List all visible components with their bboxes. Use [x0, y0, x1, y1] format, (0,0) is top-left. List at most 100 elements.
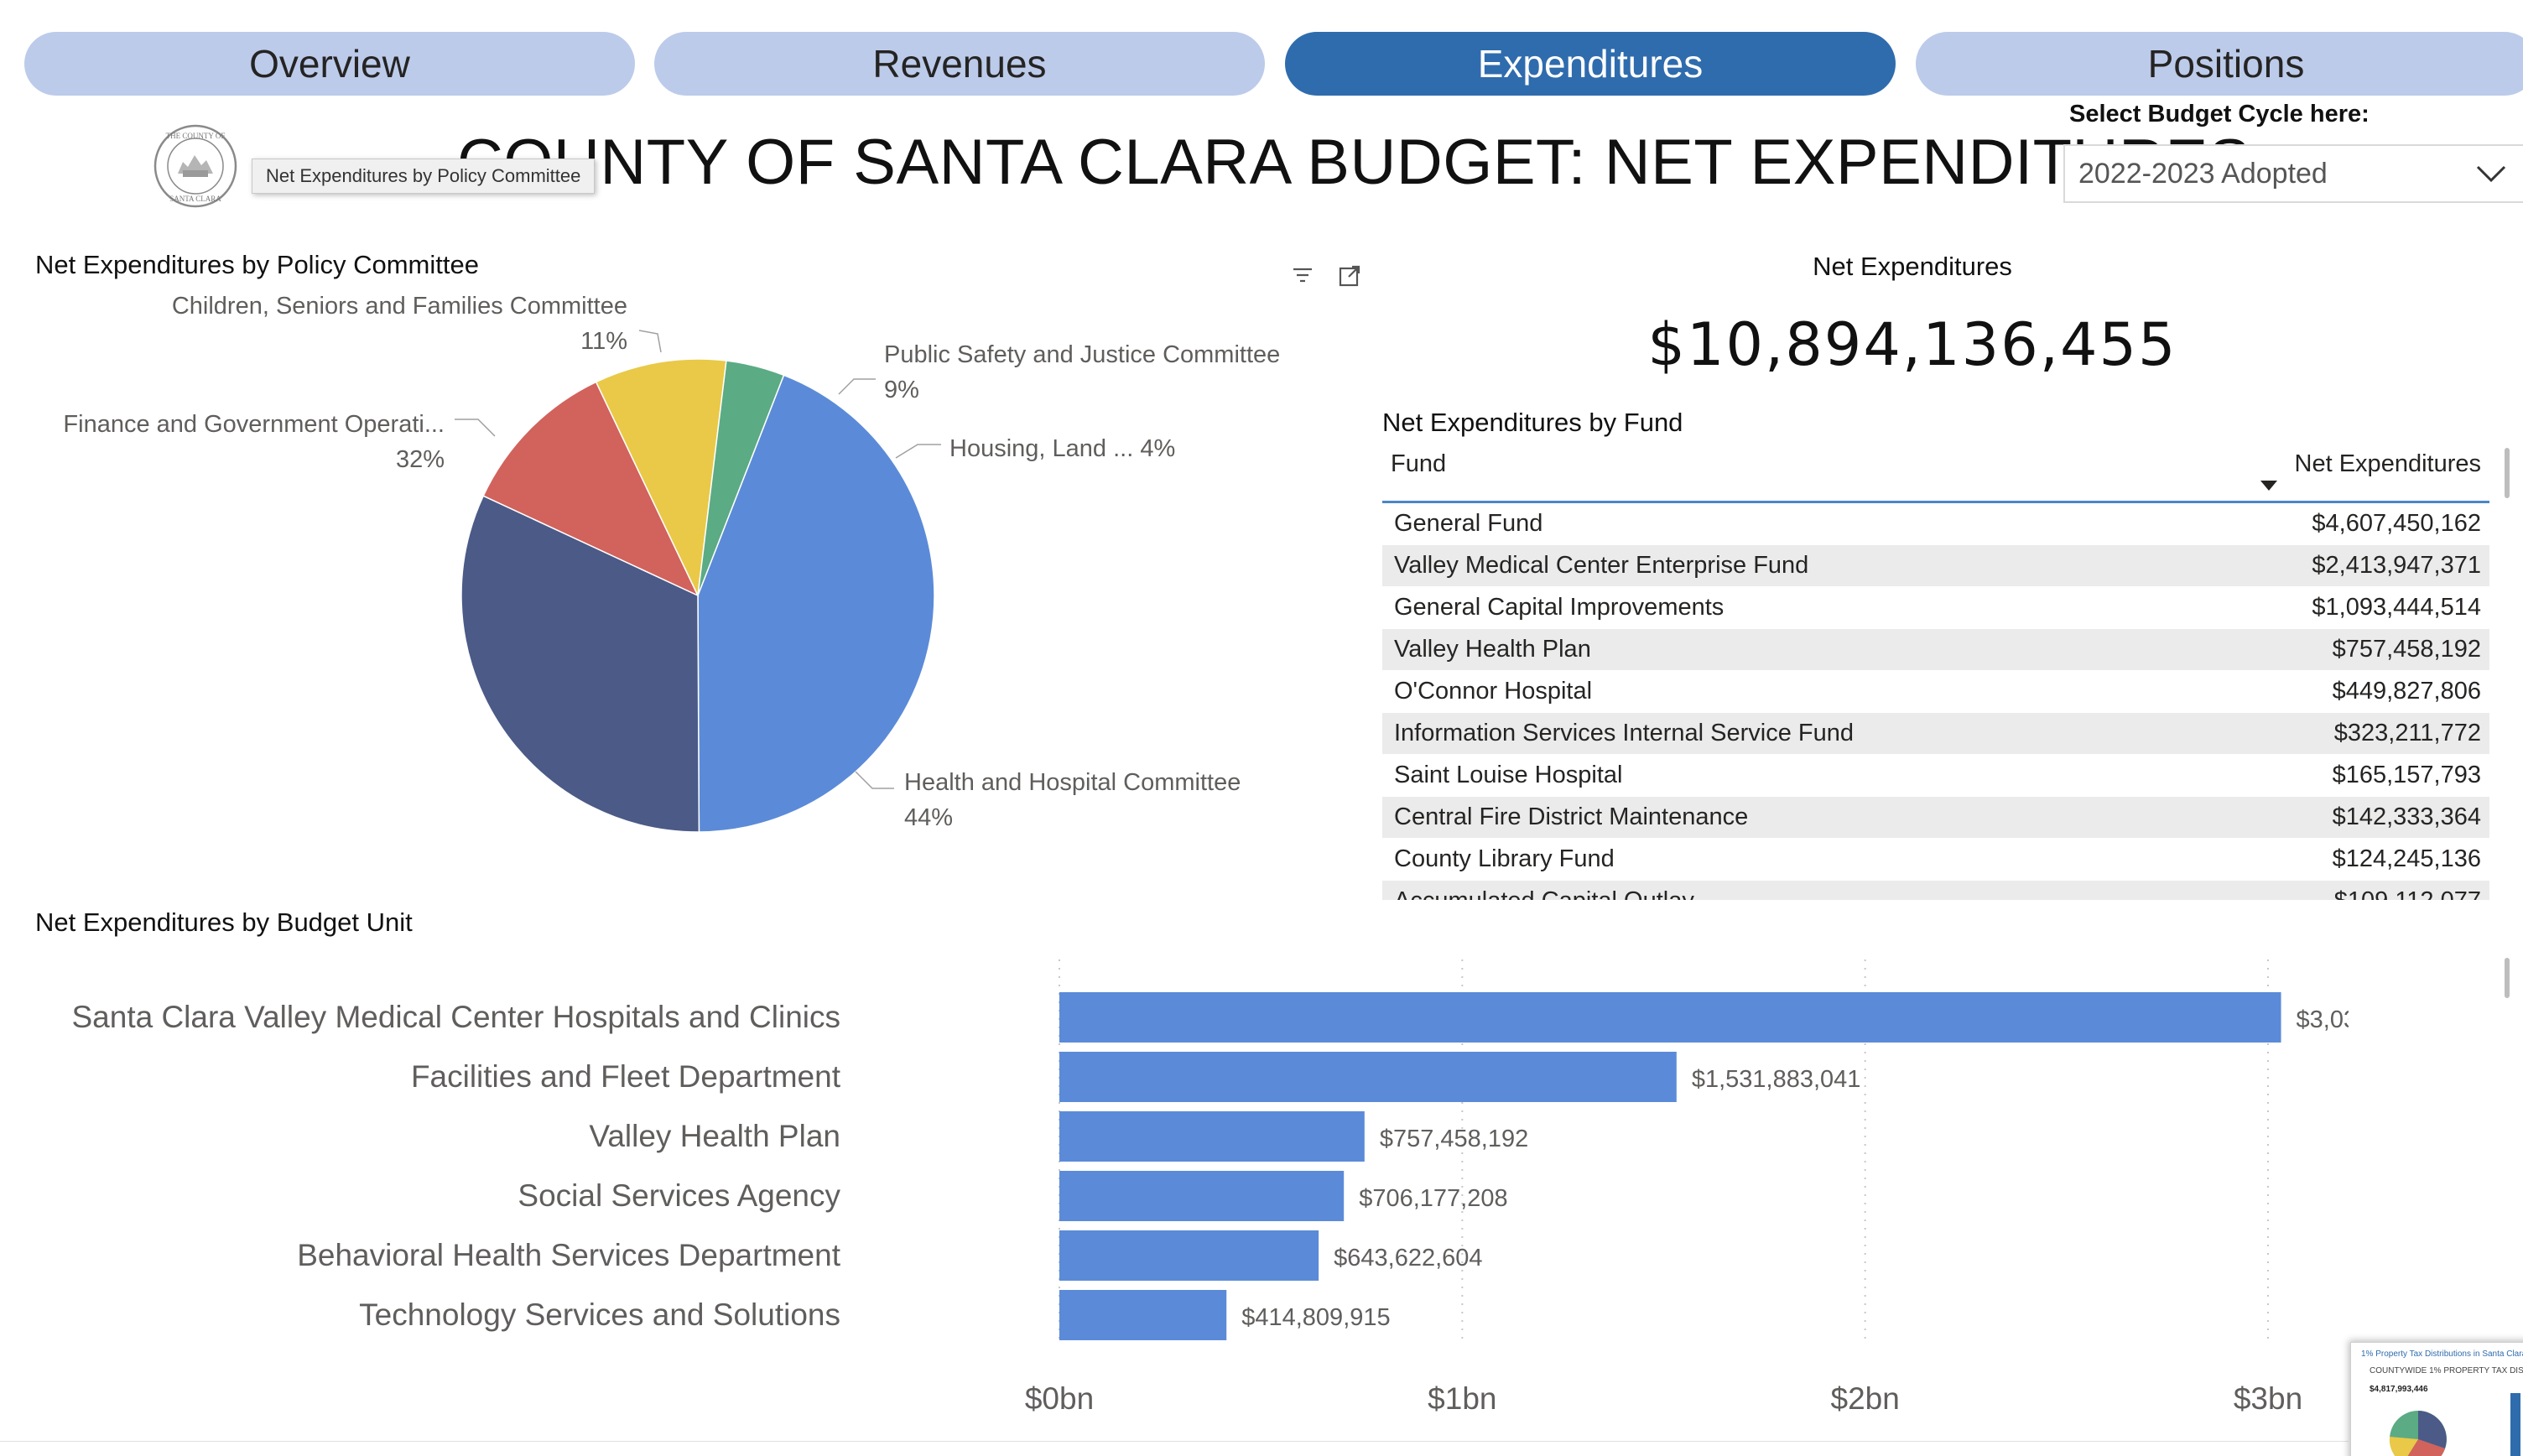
fund-name-cell: General Capital Improvements — [1394, 594, 1724, 621]
column-header-net-expenditures[interactable]: Net Expenditures — [2294, 450, 2481, 477]
budget-cycle-value: 2022-2023 Adopted — [2078, 157, 2328, 190]
tab-positions[interactable]: Positions — [1916, 32, 2523, 96]
table-row[interactable]: County Library Fund $124,245,136 — [1382, 839, 2489, 881]
y-category-label: Behavioral Health Services Department — [297, 1238, 841, 1272]
pie-label-name: Health and Hospital Committee — [904, 769, 1241, 796]
pie-slice[interactable] — [482, 381, 700, 597]
fund-value-cell: $1,093,444,514 — [2312, 594, 2481, 621]
table-row[interactable]: General Capital Improvements $1,093,444,5… — [1382, 587, 2489, 629]
page-divider — [0, 1441, 2349, 1442]
fund-value-cell: $4,607,450,162 — [2312, 510, 2481, 537]
pie-label-percent: 4% — [1140, 435, 1175, 462]
fund-value-cell: $323,211,772 — [2333, 720, 2481, 746]
table-row[interactable]: Saint Louise Hospital $165,157,793 — [1382, 755, 2489, 797]
pie-leader-line — [638, 330, 662, 353]
fund-table-scrollbar[interactable] — [2505, 448, 2510, 498]
y-category-label: Technology Services and Solutions — [359, 1297, 840, 1332]
pie-slice[interactable] — [697, 360, 785, 596]
budget-cycle-dropdown[interactable]: 2022-2023 Adopted — [2063, 144, 2523, 203]
pie-slice[interactable] — [697, 374, 935, 833]
fund-value-cell: $165,157,793 — [2332, 762, 2481, 788]
policy-pie-chart: Health and Hospital Committee 44% Finance … — [63, 293, 1280, 833]
x-tick-label: $2bn — [1831, 1381, 1900, 1416]
table-row[interactable]: Information Services Internal Service Fu… — [1382, 713, 2489, 755]
net-expenditures-card-value: $10,894,136,455 — [1647, 310, 2177, 379]
thumbnail-chart — [2389, 1393, 2520, 1456]
page-thumbnail[interactable]: 1% Property Tax Distributions in Santa C… — [2350, 1342, 2523, 1456]
bar-value-label: $414,809,915 — [1241, 1304, 1390, 1331]
fund-value-cell: $2,413,947,371 — [2312, 552, 2481, 579]
fund-value-cell: $109,112,077 — [2334, 887, 2481, 900]
policy-chart-title: Net Expenditures by Policy Committee — [35, 250, 479, 279]
svg-text:SANTA CLARA: SANTA CLARA — [169, 195, 221, 203]
pie-slice[interactable] — [595, 358, 727, 598]
fund-table-body: General Fund $4,607,450,162 Valley Medical… — [1382, 503, 2489, 900]
focus-mode-icon[interactable] — [1337, 263, 1362, 289]
svg-text:THE COUNTY OF: THE COUNTY OF — [166, 132, 226, 140]
bar[interactable] — [1059, 1290, 1227, 1340]
filter-icon[interactable] — [1290, 263, 1315, 289]
thumbnail-subtitle: COUNTYWIDE 1% PROPERTY TAX DISTRIBUTION — [2370, 1366, 2523, 1375]
y-category-label: Social Services Agency — [518, 1178, 840, 1213]
pie-label-name: Public Safety and Justice Committee — [884, 341, 1280, 368]
pie-label-percent: 9% — [884, 377, 919, 403]
net-expenditures-card-title: Net Expenditures — [1813, 252, 2012, 281]
bar-value-label: $3,032,369,589 — [2297, 1006, 2349, 1033]
fund-value-cell: $124,245,136 — [2332, 845, 2481, 872]
bar[interactable] — [1059, 992, 2281, 1043]
pie-leader-line — [455, 419, 496, 437]
chevron-down-icon — [2476, 165, 2506, 183]
fund-name-cell: O'Connor Hospital — [1394, 678, 1593, 705]
fund-value-cell: $757,458,192 — [2332, 636, 2481, 663]
y-category-label: Valley Health Plan — [589, 1119, 840, 1153]
fund-table-header: Fund Net Expenditures — [1382, 440, 2489, 503]
pie-label-name: Finance and Government Operati... — [63, 411, 445, 438]
fund-name-cell: Valley Medical Center Enterprise Fund — [1394, 552, 1809, 579]
fund-name-cell: Saint Louise Hospital — [1394, 762, 1623, 788]
table-row[interactable]: Valley Health Plan $757,458,192 — [1382, 629, 2489, 671]
fund-name-cell: Information Services Internal Service Fu… — [1394, 720, 1855, 746]
fund-name-cell: Accumulated Capital Outlay — [1394, 887, 1694, 900]
fund-value-cell: $142,333,364 — [2332, 803, 2481, 830]
pie-label-percent: 44% — [904, 804, 953, 831]
tab-revenues[interactable]: Revenues — [654, 32, 1265, 96]
fund-table-title: Net Expenditures by Fund — [1382, 408, 1683, 437]
bar[interactable] — [1059, 1230, 1319, 1281]
tab-overview[interactable]: Overview — [24, 32, 635, 96]
table-row[interactable]: General Fund $4,607,450,162 — [1382, 503, 2489, 545]
pie-leader-line — [895, 444, 941, 459]
thumbnail-value: $4,817,993,446 — [2370, 1385, 2428, 1394]
tab-expenditures[interactable]: Expenditures — [1285, 32, 1896, 96]
pie-label-percent: 11% — [580, 328, 627, 355]
pie-leader-line — [838, 378, 876, 395]
bar[interactable] — [1059, 1052, 1677, 1102]
table-row[interactable]: O'Connor Hospital $449,827,806 — [1382, 671, 2489, 713]
fund-table: Fund Net Expenditures General Fund $4,607… — [1382, 440, 2489, 900]
bar-value-label: $706,177,208 — [1359, 1185, 1507, 1212]
page-title: COUNTY OF SANTA CLARA BUDGET: NET EXPEND… — [457, 127, 2251, 198]
fund-name-cell: Valley Health Plan — [1394, 636, 1591, 663]
bar-value-label: $1,531,883,041 — [1692, 1066, 1861, 1093]
table-row[interactable]: Valley Medical Center Enterprise Fund $2,… — [1382, 545, 2489, 587]
x-tick-label: $0bn — [1025, 1381, 1094, 1416]
budget-unit-bar-chart: $0bn $1bn $2bn $3bn Santa Clara Valley Medic… — [71, 959, 2349, 1416]
table-row[interactable]: Accumulated Capital Outlay $109,112,077 — [1382, 881, 2489, 900]
page-scrollbar[interactable] — [2505, 958, 2510, 998]
y-category-label: Facilities and Fleet Department — [411, 1059, 841, 1094]
fund-value-cell: $449,827,806 — [2332, 678, 2481, 705]
bar[interactable] — [1059, 1111, 1365, 1162]
x-tick-label: $1bn — [1428, 1381, 1496, 1416]
bar[interactable] — [1059, 1171, 1345, 1221]
fund-name-cell: County Library Fund — [1394, 845, 1615, 872]
table-row[interactable]: Central Fire District Maintenance $142,33… — [1382, 797, 2489, 839]
tooltip: Net Expenditures by Policy Committee — [252, 159, 596, 194]
column-header-fund[interactable]: Fund — [1391, 450, 1447, 477]
county-seal-logo: THE COUNTY OF SANTA CLARA — [153, 124, 237, 208]
pie-slice[interactable] — [460, 495, 700, 833]
x-tick-label: $3bn — [2234, 1381, 2302, 1416]
bar-value-label: $643,622,604 — [1334, 1245, 1482, 1271]
pie-label-name: Children, Seniors and Families Committee — [172, 293, 627, 320]
budget-cycle-label: Select Budget Cycle here: — [2069, 101, 2370, 127]
thumbnail-title: 1% Property Tax Distributions in Santa C… — [2361, 1349, 2523, 1359]
sort-descending-icon[interactable] — [2260, 480, 2278, 491]
